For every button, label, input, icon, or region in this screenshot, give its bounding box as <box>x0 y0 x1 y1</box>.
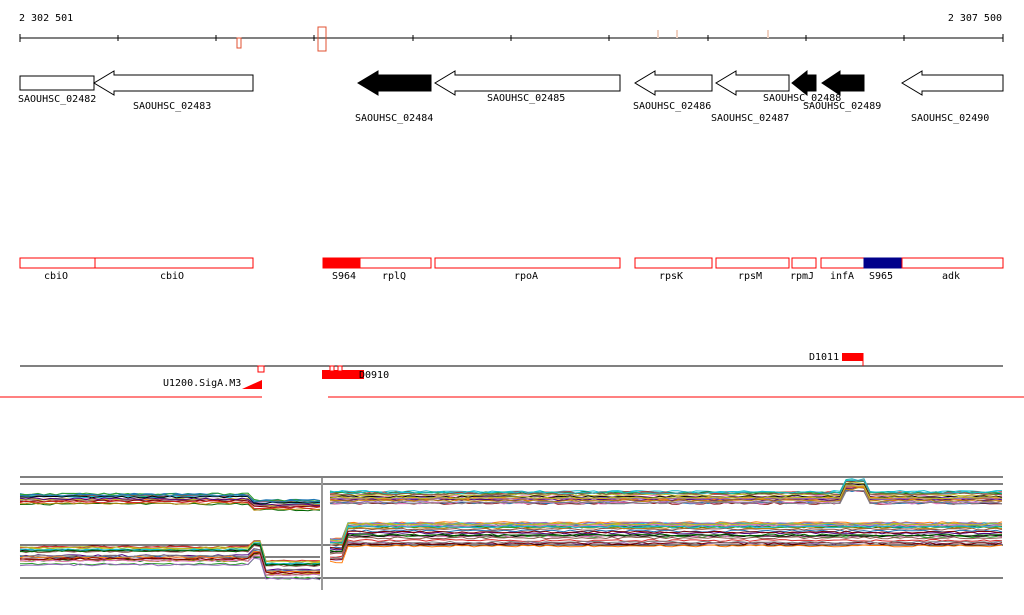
annotation-box-rpsK[interactable] <box>634 257 713 269</box>
expression-trace <box>329 478 1002 494</box>
gene-label-02487: SAOUHSC_02487 <box>711 113 789 124</box>
feature-track: U1200.SigA.M3 D0910 D1011 <box>0 352 1024 398</box>
coordinate-axis <box>19 26 1004 52</box>
annotation-label: infA <box>830 271 854 282</box>
gene-arrow-02485[interactable] <box>434 70 621 96</box>
gene-arrow-02487[interactable] <box>715 70 790 96</box>
expression-trace <box>19 557 321 581</box>
axis-marker <box>236 37 242 49</box>
expression-trace <box>329 536 1003 555</box>
axis-marker <box>657 30 659 38</box>
coordinate-start-label: 2 302 501 <box>19 13 74 24</box>
coordinate-end-label: 2 307 500 <box>947 13 1002 24</box>
gene-arrow-02482[interactable] <box>19 75 95 91</box>
expression-trace <box>19 540 321 563</box>
annotation-box-S965[interactable] <box>863 257 903 269</box>
expression-trace <box>329 540 1003 560</box>
gene-label-02482: SAOUHSC_02482 <box>18 94 96 105</box>
annotation-label: rpmJ <box>790 271 814 282</box>
expression-trace <box>19 552 321 574</box>
annotation-label: adk <box>942 271 960 282</box>
annotation-label: rpoA <box>514 271 538 282</box>
expression-trace <box>19 497 321 507</box>
annotation-label: S965 <box>869 271 893 282</box>
annotation-box-cbiO-2[interactable] <box>94 257 254 269</box>
annotation-label: cbiO <box>44 271 68 282</box>
expression-trace <box>329 526 1003 546</box>
axis-marker <box>767 30 769 38</box>
annotation-box-cbiO-1[interactable] <box>19 257 96 269</box>
annotation-track: cbiO cbiO S964 rplQ rpoA rpsK rpsM rpmJ … <box>19 257 1004 282</box>
expression-trace <box>20 493 321 503</box>
expression-trace <box>329 522 1003 542</box>
gene-label-02485: SAOUHSC_02485 <box>487 93 565 104</box>
expression-trace <box>19 500 321 510</box>
expression-trace <box>19 554 321 577</box>
feature-label-D1011: D1011 <box>809 352 839 363</box>
expression-trace <box>329 527 1003 547</box>
annotation-box-rpsM[interactable] <box>715 257 790 269</box>
annotation-label: S964 <box>332 271 356 282</box>
gene-label-02484: SAOUHSC_02484 <box>355 113 433 124</box>
expression-trace <box>329 541 1003 561</box>
expression-trace <box>329 489 1003 505</box>
feature-box-D0910[interactable] <box>322 370 364 379</box>
gene-track: SAOUHSC_02482 SAOUHSC_02483 SAOUHSC_0248… <box>18 69 1004 124</box>
annotation-label: rpsK <box>659 271 683 282</box>
feature-box-D1011[interactable] <box>842 353 863 361</box>
gene-label-02483: SAOUHSC_02483 <box>133 101 211 112</box>
expression-trace <box>19 548 321 572</box>
gene-label-02486: SAOUHSC_02486 <box>633 101 711 112</box>
gene-label-02490: SAOUHSC_02490 <box>911 113 989 124</box>
annotation-box-rpmJ[interactable] <box>791 257 817 269</box>
gene-arrow-02484[interactable] <box>357 70 432 96</box>
axis-marker <box>676 30 678 38</box>
axis-marker <box>317 26 327 52</box>
feature-label-U1200: U1200.SigA.M3 <box>163 378 241 389</box>
gene-arrow-02483[interactable] <box>93 70 254 96</box>
annotation-box-rpoA[interactable] <box>434 257 621 269</box>
gene-arrow-02490[interactable] <box>901 70 1004 96</box>
annotation-label: rplQ <box>382 271 406 282</box>
gene-arrow-02486[interactable] <box>634 70 713 96</box>
expression-trace <box>329 484 1003 500</box>
expression-trace <box>19 544 321 568</box>
annotation-box-S964[interactable] <box>322 257 361 269</box>
annotation-box-rplQ[interactable] <box>359 257 432 269</box>
expression-trace <box>329 479 1003 494</box>
feature-triangle-U1200 <box>242 380 262 389</box>
expression-trace <box>20 543 320 567</box>
annotation-box-infA[interactable] <box>820 257 865 269</box>
gene-label-02488: SAOUHSC_02488 <box>763 93 841 104</box>
expression-trace <box>19 492 321 502</box>
gene-arrow-02488[interactable] <box>791 69 817 97</box>
annotation-label: cbiO <box>160 271 184 282</box>
gene-label-02489: SAOUHSC_02489 <box>803 101 881 112</box>
expression-trace <box>329 530 1003 550</box>
expression-lines <box>19 478 1003 581</box>
expression-trace <box>329 544 1003 564</box>
expression-trace <box>20 556 321 580</box>
gene-arrow-02489[interactable] <box>821 70 865 96</box>
expression-trace <box>329 533 1003 553</box>
expression-tracks <box>19 392 1003 592</box>
feature-label-D0910: D0910 <box>359 370 389 381</box>
annotation-label: rpsM <box>738 271 762 282</box>
feature-box-U1200[interactable] <box>257 365 265 373</box>
annotation-box-adk[interactable] <box>901 257 1004 269</box>
expression-trace <box>329 525 1003 544</box>
